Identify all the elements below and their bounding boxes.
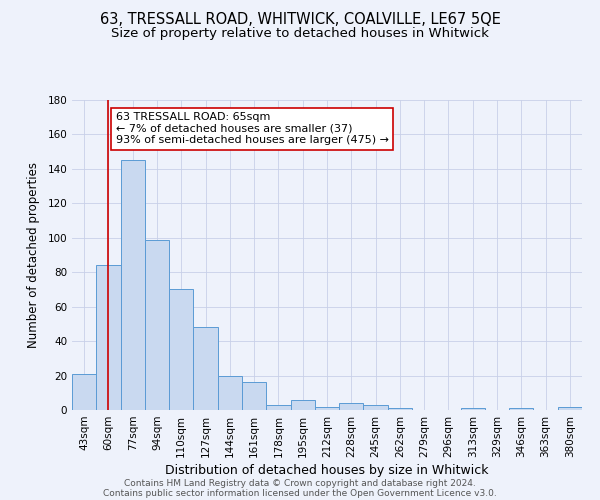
Bar: [509, 408, 533, 410]
Text: Contains HM Land Registry data © Crown copyright and database right 2024.: Contains HM Land Registry data © Crown c…: [124, 478, 476, 488]
Bar: [121, 160, 145, 410]
Bar: [388, 408, 412, 410]
Bar: [266, 405, 290, 410]
Text: Size of property relative to detached houses in Whitwick: Size of property relative to detached ho…: [111, 28, 489, 40]
Text: 63 TRESSALL ROAD: 65sqm
← 7% of detached houses are smaller (37)
93% of semi-det: 63 TRESSALL ROAD: 65sqm ← 7% of detached…: [116, 112, 389, 146]
Bar: [461, 408, 485, 410]
Bar: [218, 376, 242, 410]
Bar: [315, 406, 339, 410]
Bar: [193, 328, 218, 410]
Text: 63, TRESSALL ROAD, WHITWICK, COALVILLE, LE67 5QE: 63, TRESSALL ROAD, WHITWICK, COALVILLE, …: [100, 12, 500, 28]
Bar: [339, 403, 364, 410]
Bar: [169, 290, 193, 410]
Bar: [242, 382, 266, 410]
Bar: [290, 400, 315, 410]
Bar: [72, 374, 96, 410]
Bar: [96, 266, 121, 410]
Bar: [364, 405, 388, 410]
Y-axis label: Number of detached properties: Number of detached properties: [28, 162, 40, 348]
Bar: [145, 240, 169, 410]
Bar: [558, 406, 582, 410]
Text: Contains public sector information licensed under the Open Government Licence v3: Contains public sector information licen…: [103, 488, 497, 498]
X-axis label: Distribution of detached houses by size in Whitwick: Distribution of detached houses by size …: [165, 464, 489, 477]
